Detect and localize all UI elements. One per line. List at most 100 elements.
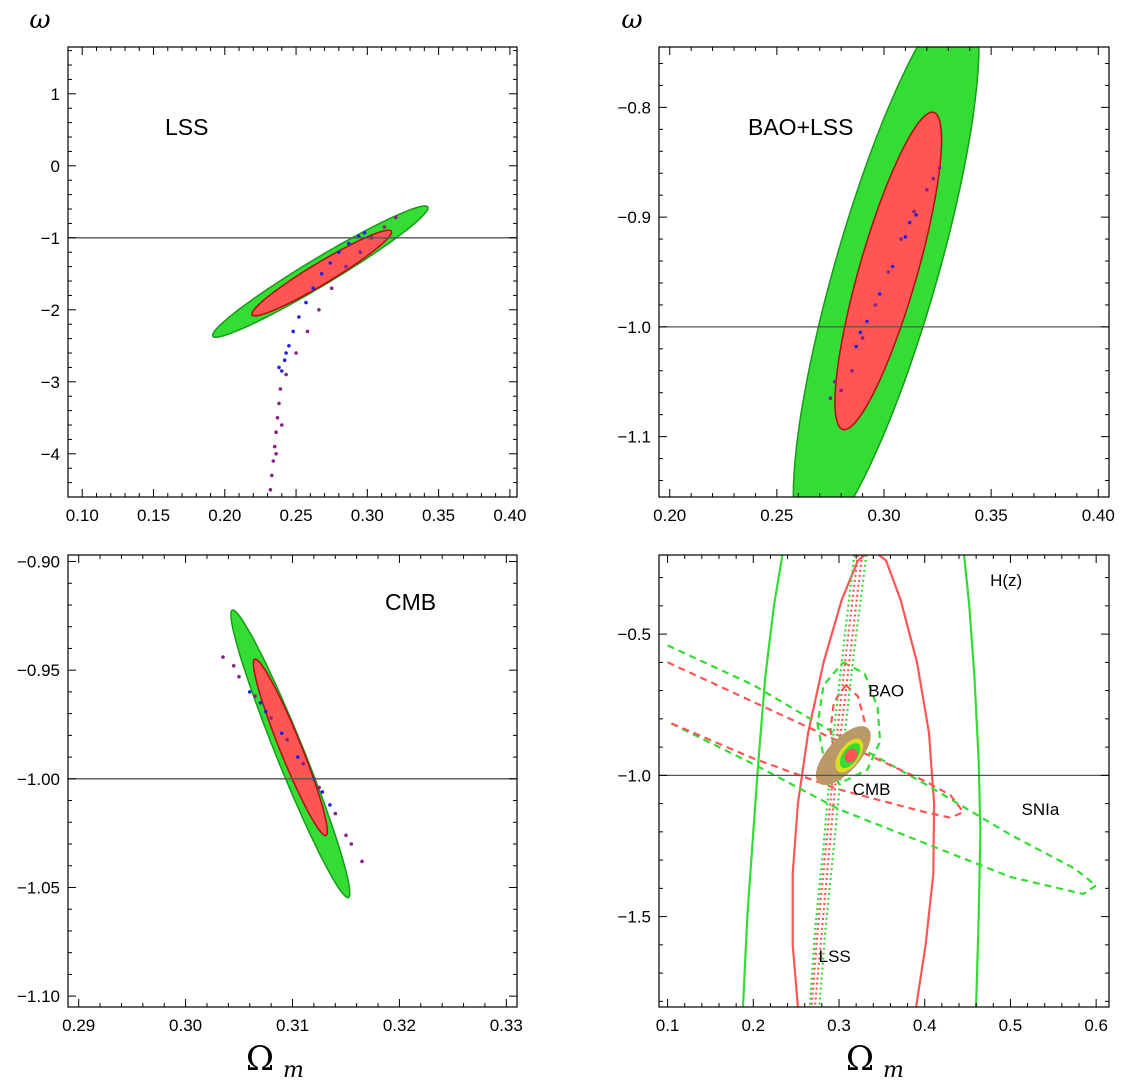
blue-point: [865, 319, 869, 324]
annotation-hz: H(z): [990, 571, 1022, 590]
y-tick-label: −1.1: [617, 428, 651, 447]
blue-point: [304, 300, 308, 305]
curve-lss-green-dotted: [818, 555, 868, 1007]
purple-point: [886, 270, 891, 274]
purple-point: [860, 336, 865, 340]
blue-point: [854, 344, 858, 349]
x-axis-label-sub: m: [283, 1058, 304, 1081]
x-tick-label: 0.6: [1084, 1016, 1108, 1035]
curve-hz-red-solid: [791, 555, 936, 1007]
purple-point: [280, 423, 284, 427]
y-tick-label: −0.8: [617, 98, 651, 117]
purple-point: [278, 387, 283, 391]
purple-point: [832, 380, 837, 384]
contour-combined-1sigma: [844, 748, 858, 763]
purple-point: [382, 225, 387, 229]
panel-label: LSS: [165, 114, 208, 140]
blue-point: [877, 292, 882, 296]
purple-point: [333, 811, 338, 816]
curve-hz-green-solid: [963, 555, 982, 1007]
y-tick-label: −2: [41, 301, 60, 320]
purple-point: [274, 430, 278, 435]
blue-point: [282, 358, 287, 363]
blue-point: [280, 369, 284, 373]
x-tick-label: 0.25: [760, 506, 793, 525]
x-tick-label: 0.33: [490, 1016, 523, 1035]
purple-point: [253, 694, 257, 698]
x-tick-label: 0.40: [493, 506, 526, 525]
blue-point: [297, 315, 301, 319]
purple-point: [873, 303, 878, 307]
curve-snia-green-dashed: [667, 644, 1098, 896]
y-tick-label: 0: [51, 157, 60, 176]
blue-point: [319, 272, 324, 276]
blue-point: [277, 365, 281, 370]
plot-frame: [67, 46, 518, 498]
blue-point: [890, 264, 895, 269]
y-axis-label-left: ω: [29, 5, 50, 35]
blue-point: [347, 241, 351, 246]
y-tick-label: −0.90: [17, 553, 60, 572]
plot-area: [659, 555, 1109, 1007]
purple-point: [360, 859, 364, 864]
purple-point: [305, 329, 310, 334]
purple-point: [931, 176, 936, 181]
purple-point: [221, 655, 225, 659]
plot-area: [68, 609, 517, 899]
annotation-cmb: CMB: [853, 780, 891, 799]
purple-point: [925, 187, 929, 192]
y-tick-label: −0.9: [617, 208, 651, 227]
x-tick-label: 0.30: [169, 1016, 202, 1035]
purple-point: [850, 369, 854, 373]
y-axis-label-right: ω: [621, 5, 642, 35]
x-tick-label: 0.30: [351, 506, 384, 525]
x-tick-label: 0.35: [422, 506, 455, 525]
x-tick-label: 0.20: [653, 506, 686, 525]
blue-point: [903, 235, 908, 239]
purple-point: [237, 674, 241, 679]
curve-lss-red-dotted: [810, 555, 859, 1007]
purple-point: [349, 842, 354, 846]
panel-bao-lss: 0.20 0.25 0.30 0.35 0.40 −0.8 −0.9 −1.0 −1.1 BAO+…: [617, 46, 1115, 525]
y-tick-label: −1.5: [617, 908, 651, 927]
purple-point: [317, 308, 321, 312]
purple-point: [284, 372, 288, 377]
y-tick-label: −0.5: [617, 625, 651, 644]
x-tick-label: 0.5: [999, 1016, 1023, 1035]
purple-point: [344, 833, 348, 838]
purple-point: [394, 215, 398, 220]
purple-point: [912, 209, 916, 214]
plot-area: [659, 47, 1109, 497]
blue-point: [280, 731, 284, 735]
blue-point: [284, 351, 288, 355]
blue-point: [287, 344, 291, 348]
purple-point: [899, 237, 903, 241]
blue-point: [337, 250, 341, 254]
blue-point: [914, 213, 918, 217]
curve-bao-red-dashed: [829, 684, 866, 769]
purple-point: [277, 401, 281, 406]
x-tick-label: 0.40: [1082, 506, 1115, 525]
curve-lss-green-dotted: [808, 555, 856, 1007]
purple-point: [272, 444, 277, 449]
x-tick-label: 0.29: [62, 1016, 95, 1035]
x-tick-label: 0.32: [383, 1016, 416, 1035]
x-tick-label: 0.4: [913, 1016, 937, 1035]
x-tick-label: 0.25: [280, 506, 313, 525]
x-axis-label-main: Ω: [846, 1039, 874, 1079]
contour-1sigma: [252, 658, 329, 837]
x-tick-label: 0.3: [827, 1016, 851, 1035]
purple-point: [268, 488, 273, 492]
blue-point: [328, 803, 332, 807]
purple-point: [828, 396, 833, 401]
blue-point: [258, 701, 263, 705]
purple-point: [329, 286, 334, 291]
y-tick-label: −4: [41, 445, 60, 464]
purple-point: [275, 416, 280, 420]
y-tick-label: −1.10: [17, 987, 60, 1006]
curve-snia-red-dashed: [667, 661, 966, 819]
panel-cmb: 0.29 0.30 0.31 0.32 0.33 −0.90 −0.95 −1.00 −1.05…: [17, 553, 523, 1035]
blue-point: [264, 709, 268, 714]
purple-point: [294, 351, 298, 355]
y-tick-label: −1: [41, 229, 60, 248]
